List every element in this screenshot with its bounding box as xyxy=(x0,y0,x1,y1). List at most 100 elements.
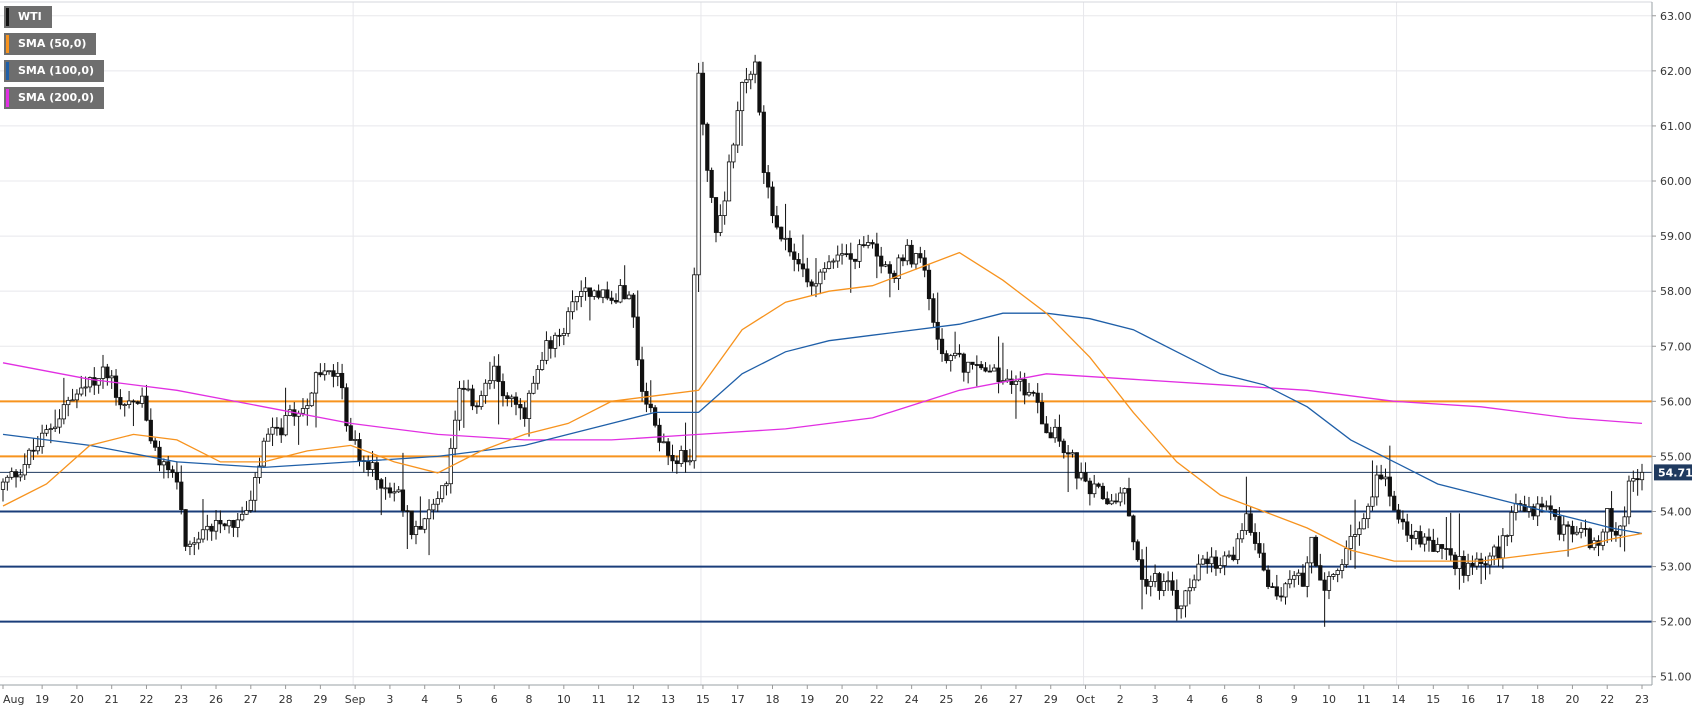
y-tick-label: 51.00 xyxy=(1660,671,1692,684)
candle-body xyxy=(1205,558,1210,565)
candle-body xyxy=(1626,480,1632,518)
candle-body xyxy=(944,353,949,362)
candle-body xyxy=(1126,488,1132,517)
candle-body xyxy=(948,355,953,362)
candle-body xyxy=(487,380,493,384)
candle-body xyxy=(1361,518,1366,530)
candle-body xyxy=(513,396,519,405)
candle-body xyxy=(970,361,975,365)
legend-item-sma200[interactable]: SMA (200,0) xyxy=(4,87,105,109)
candle-body xyxy=(92,377,97,386)
candle-body xyxy=(722,200,727,216)
candle-body xyxy=(1326,576,1332,591)
candle-body xyxy=(1383,476,1388,480)
legend-swatch-sma100 xyxy=(6,62,9,80)
candle-body xyxy=(235,519,240,528)
x-tick-label: 13 xyxy=(661,693,675,706)
candle-body xyxy=(1470,562,1475,567)
candle-body xyxy=(335,372,340,377)
candle-body xyxy=(935,321,940,340)
x-tick-label: 18 xyxy=(1531,693,1545,706)
candle-body xyxy=(439,485,445,499)
candle-body xyxy=(253,477,258,501)
candle-body xyxy=(1635,478,1640,481)
candle-body xyxy=(1066,452,1071,455)
candle-body xyxy=(96,378,101,386)
x-tick-label: 26 xyxy=(974,693,988,706)
legend-item-wti[interactable]: WTI xyxy=(4,6,52,28)
candle-body xyxy=(957,352,962,355)
sma200-line xyxy=(2,362,1643,441)
candle-body xyxy=(1083,472,1088,482)
candle-body xyxy=(318,372,323,376)
candle-body xyxy=(1531,506,1536,517)
candle-body xyxy=(1100,485,1106,500)
candle-body xyxy=(1574,531,1579,535)
candle-body xyxy=(670,454,675,462)
candle-body xyxy=(1122,488,1127,494)
legend-label-wti: WTI xyxy=(18,10,42,23)
x-tick-label: 20 xyxy=(70,693,84,706)
candle-body xyxy=(561,332,566,336)
legend-item-sma100[interactable]: SMA (100,0) xyxy=(4,60,105,82)
candle-body xyxy=(1144,579,1149,587)
candle-body xyxy=(353,439,358,441)
candle-body xyxy=(1426,536,1432,541)
candle-body xyxy=(379,479,384,489)
candle-body xyxy=(996,367,1001,382)
candle-body xyxy=(1052,426,1058,439)
candle-body xyxy=(557,334,562,337)
candle-body xyxy=(861,244,866,247)
candle-body xyxy=(822,268,827,273)
candle-body xyxy=(1179,605,1184,610)
candle-body xyxy=(1152,573,1158,582)
candle-body xyxy=(939,338,945,355)
candle-body xyxy=(1113,500,1119,503)
x-tick-label: 29 xyxy=(313,693,327,706)
x-axis: Aug 19 20 21 22 23 26 27 28 29 Sep 3 4 5 6 8 10 11 12 13 15 1… xyxy=(0,684,1652,706)
x-tick-label: 22 xyxy=(870,693,884,706)
candle-body xyxy=(1105,498,1110,505)
candle-body xyxy=(896,257,901,279)
candle-body xyxy=(1600,531,1605,546)
candle-body xyxy=(622,285,627,300)
candle-body xyxy=(813,283,819,287)
candle-body xyxy=(500,381,506,397)
candle-body xyxy=(1561,524,1566,535)
candle-body xyxy=(374,462,379,481)
candle-body xyxy=(1539,503,1545,508)
legend-item-sma50[interactable]: SMA (50,0) xyxy=(4,33,97,55)
candle-body xyxy=(1092,483,1097,495)
x-tick-label: 22 xyxy=(1600,693,1614,706)
candle-body xyxy=(457,387,462,421)
candle-body xyxy=(387,487,393,494)
candle-body xyxy=(735,110,740,146)
candle-body xyxy=(826,261,832,269)
candle-body xyxy=(618,285,623,303)
candle-body xyxy=(435,498,440,505)
candle-body xyxy=(1400,518,1405,523)
candle-body xyxy=(270,426,275,435)
candle-body xyxy=(170,469,175,473)
candle-body xyxy=(1013,380,1019,385)
candle-body xyxy=(1452,554,1458,569)
candle-body xyxy=(418,525,423,530)
candle-body xyxy=(909,244,914,265)
candle-body xyxy=(1187,587,1192,592)
candle-body xyxy=(87,377,93,388)
x-tick-label: 23 xyxy=(174,693,188,706)
candle-body xyxy=(1196,563,1201,581)
candle-body xyxy=(113,375,119,398)
candle-body xyxy=(726,161,732,202)
candle-body xyxy=(1309,536,1314,564)
candle-body xyxy=(1218,565,1223,569)
candle-body xyxy=(1057,426,1062,442)
candle-body xyxy=(200,529,206,540)
candle-body xyxy=(705,123,710,171)
candle-body xyxy=(505,395,510,400)
x-tick-label: Sep xyxy=(345,693,366,706)
candle-body xyxy=(1466,562,1471,576)
legend-swatch-wti xyxy=(6,8,9,26)
candle-body xyxy=(870,242,875,245)
